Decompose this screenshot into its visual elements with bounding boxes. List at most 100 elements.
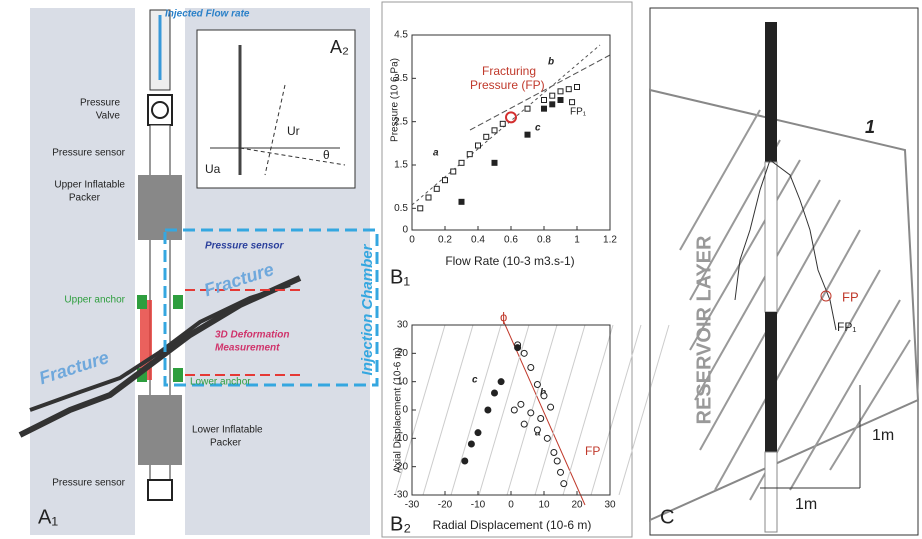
point bbox=[542, 98, 547, 103]
point bbox=[548, 404, 554, 410]
bedding-line bbox=[591, 325, 641, 495]
borehole-light bbox=[765, 162, 777, 312]
point bbox=[525, 132, 530, 137]
point bbox=[566, 87, 571, 92]
lower-packer bbox=[138, 395, 182, 465]
x-tick-label: -10 bbox=[471, 500, 486, 511]
y-tick-label: 2.5 bbox=[394, 116, 408, 127]
point bbox=[462, 458, 468, 464]
point bbox=[542, 106, 547, 111]
y-tick-label: 1.5 bbox=[394, 160, 408, 171]
point bbox=[525, 106, 530, 111]
inset-label: θ bbox=[323, 148, 330, 162]
panel-label: B₁ bbox=[390, 266, 410, 288]
point bbox=[492, 128, 497, 133]
annotation: ϕ bbox=[500, 309, 507, 324]
x-tick-label: 20 bbox=[571, 500, 583, 511]
panel-label: B₂ bbox=[390, 513, 411, 535]
point bbox=[550, 93, 555, 98]
point bbox=[534, 427, 540, 433]
point bbox=[500, 121, 505, 126]
panel-c-frame bbox=[650, 8, 918, 535]
bedding-line bbox=[451, 325, 501, 495]
annotation: c bbox=[535, 123, 541, 134]
panel-b1: Pressure (10 6 Pa) Flow Rate (10-3 m3.s-… bbox=[390, 30, 618, 289]
inset-label: Ua bbox=[205, 162, 221, 176]
point bbox=[485, 407, 491, 413]
bedding-line bbox=[563, 325, 613, 495]
x-tick-label: 0.2 bbox=[438, 235, 452, 246]
label: Packer bbox=[210, 438, 242, 449]
point bbox=[534, 382, 540, 388]
point bbox=[459, 160, 464, 165]
x-tick-label: 10 bbox=[538, 500, 550, 511]
inset-label: Ur bbox=[287, 124, 300, 138]
point bbox=[518, 401, 524, 407]
borehole-light bbox=[765, 452, 777, 532]
bedding-line bbox=[423, 325, 473, 495]
y-tick-label: 10 bbox=[397, 376, 409, 387]
x-tick-label: 0.4 bbox=[471, 235, 485, 246]
panel-label: C bbox=[660, 506, 674, 528]
point bbox=[538, 416, 544, 422]
y-tick-label: 0 bbox=[402, 225, 408, 236]
x-tick-label: 1.2 bbox=[603, 235, 617, 246]
point bbox=[558, 98, 563, 103]
y-tick-label: 20 bbox=[397, 348, 409, 359]
label: Measurement bbox=[215, 343, 280, 354]
label: Upper Inflatable bbox=[54, 180, 125, 191]
point bbox=[544, 435, 550, 441]
point bbox=[515, 345, 521, 351]
annotation: Fracturing bbox=[482, 64, 536, 78]
point bbox=[551, 450, 557, 456]
borehole-dark bbox=[765, 312, 777, 452]
point bbox=[511, 407, 517, 413]
anchor bbox=[137, 295, 147, 309]
label: Pressure bbox=[80, 98, 120, 109]
axis-label: Flow Rate (10-3 m3.s-1) bbox=[445, 254, 574, 268]
annotation: b bbox=[548, 57, 554, 68]
x-tick-label: 0 bbox=[409, 235, 415, 246]
point bbox=[492, 390, 498, 396]
label: 1 bbox=[865, 117, 875, 137]
sensor bbox=[148, 480, 172, 500]
panel-label: A₁ bbox=[38, 506, 58, 528]
annotation: Pressure (FP) bbox=[470, 78, 545, 92]
axis-label: Radial Displacement (10-6 m) bbox=[433, 518, 592, 532]
y-tick-label: 0 bbox=[402, 405, 408, 416]
annotation: a bbox=[433, 148, 439, 159]
borehole-dark bbox=[765, 22, 777, 162]
point bbox=[528, 410, 534, 416]
scale-label: 1m bbox=[872, 427, 894, 444]
x-tick-label: -30 bbox=[405, 500, 420, 511]
label: FP₁ bbox=[837, 320, 856, 334]
x-tick-label: 0 bbox=[508, 500, 514, 511]
panel-b2: Axial Displacement (10-6 m) Radial Displ… bbox=[390, 309, 669, 535]
point bbox=[570, 100, 575, 105]
panel-c: FP FP₁ RESERVOIR LAYER 1 1m 1m C bbox=[650, 8, 918, 535]
point bbox=[558, 469, 564, 475]
label: Pressure sensor bbox=[205, 241, 284, 252]
point bbox=[418, 206, 423, 211]
point bbox=[561, 481, 567, 487]
figure: Injected Flow rate Pressure Valve Pressu… bbox=[0, 0, 922, 539]
scale-label: 1m bbox=[795, 496, 817, 513]
x-tick-label: 0.8 bbox=[537, 235, 551, 246]
point bbox=[484, 134, 489, 139]
x-tick-label: 1 bbox=[574, 235, 580, 246]
label: RESERVOIR LAYER bbox=[693, 235, 715, 425]
x-tick-label: 30 bbox=[604, 500, 616, 511]
point bbox=[459, 199, 464, 204]
point bbox=[498, 379, 504, 385]
label: Upper anchor bbox=[64, 295, 125, 306]
point bbox=[492, 160, 497, 165]
point bbox=[575, 85, 580, 90]
label: Injection Chamber bbox=[359, 243, 376, 375]
x-tick-label: 0.6 bbox=[504, 235, 518, 246]
point bbox=[434, 186, 439, 191]
point bbox=[426, 195, 431, 200]
point bbox=[475, 430, 481, 436]
path bbox=[770, 160, 836, 330]
annotation: FP₁ bbox=[570, 107, 587, 118]
inset-label: A₂ bbox=[330, 37, 349, 57]
